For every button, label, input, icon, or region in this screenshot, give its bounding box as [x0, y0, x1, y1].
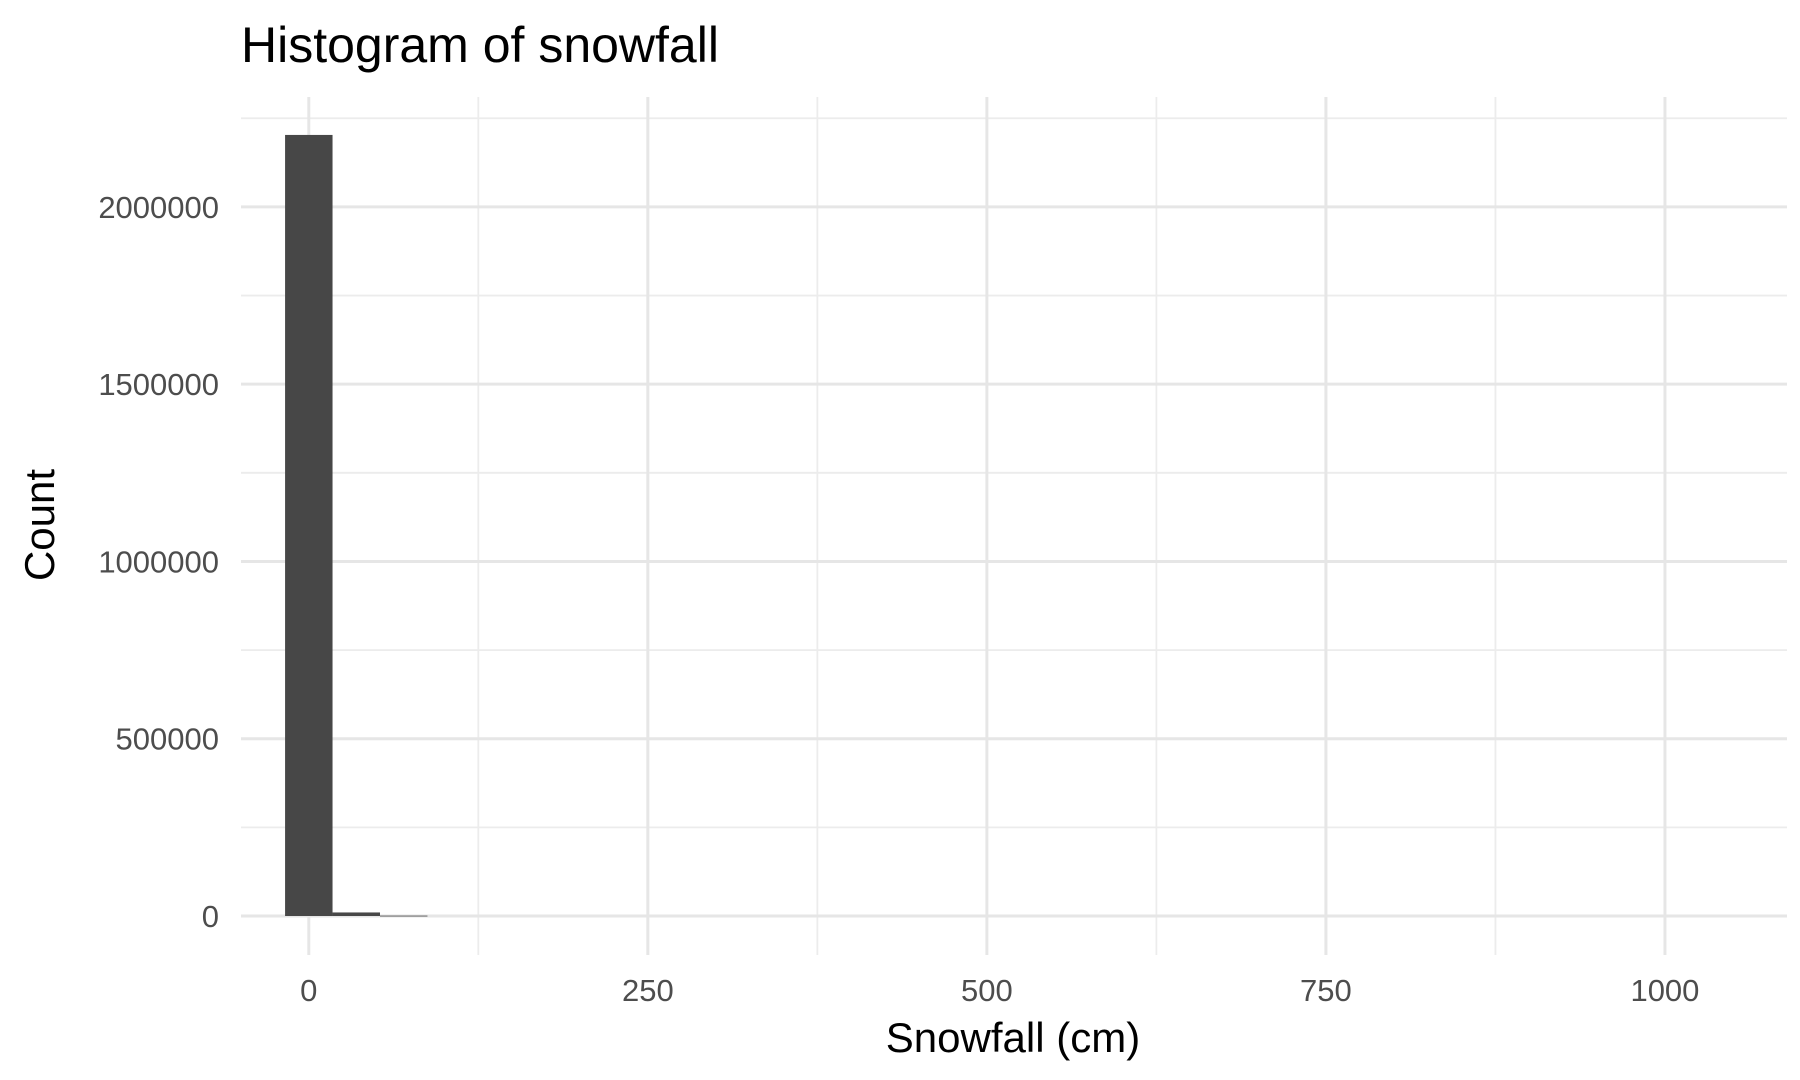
- y-tick-label: 500000: [116, 722, 219, 757]
- y-tick-label: 1000000: [98, 544, 219, 579]
- x-tick-label: 0: [300, 973, 317, 1008]
- x-axis-ticks: 0 250 500 750 1000: [300, 973, 1699, 1008]
- y-tick-label: 2000000: [98, 190, 219, 225]
- y-tick-label: 1500000: [98, 367, 219, 402]
- x-tick-label: 1000: [1630, 973, 1699, 1008]
- x-tick-label: 250: [622, 973, 674, 1008]
- histogram-bars: [285, 134, 428, 917]
- y-tick-label: 0: [202, 899, 219, 934]
- histogram-bar: [332, 912, 381, 916]
- x-axis-title: Snowfall (cm): [886, 1014, 1140, 1061]
- y-axis-title: Count: [16, 469, 63, 581]
- x-tick-label: 750: [1300, 973, 1352, 1008]
- x-tick-label: 500: [961, 973, 1013, 1008]
- grid: [241, 97, 1787, 955]
- histogram-bar: [285, 134, 333, 916]
- y-axis-ticks: 0 500000 1000000 1500000 2000000: [98, 190, 219, 934]
- chart-title: Histogram of snowfall: [241, 17, 719, 73]
- histogram-bar: [380, 915, 428, 917]
